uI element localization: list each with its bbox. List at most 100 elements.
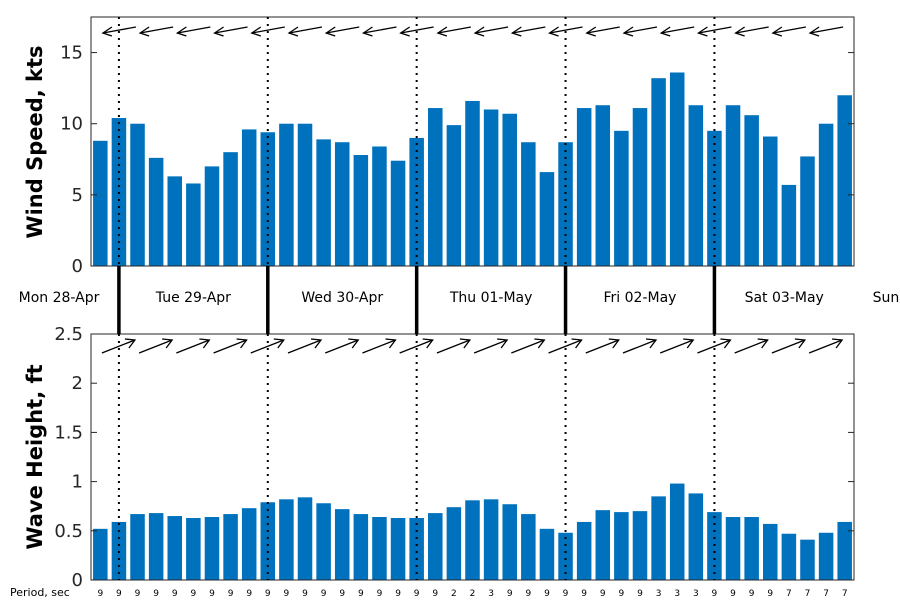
direction-arrow [473,338,509,354]
period-value: 9 [730,589,736,599]
wind-speed-bar [521,142,536,266]
direction-arrow [808,26,844,37]
period-value: 9 [432,589,438,599]
wind-direction-arrows [101,26,844,37]
period-value: 9 [172,589,178,599]
wind-speed-bar [651,78,666,267]
wave-height-bar [744,517,759,580]
period-value: 9 [563,589,569,599]
period-value: 9 [190,589,196,599]
direction-arrow [622,338,658,354]
wave-height-bar [502,504,517,580]
period-value: 3 [674,589,680,599]
wind-speed-bar [297,123,313,267]
wind-speed-bars [93,72,852,267]
direction-arrow [213,338,248,354]
wind-speed-bar [818,123,834,267]
day-label: Sun [873,290,900,306]
period-value: 9 [507,589,513,599]
direction-arrow [659,338,695,354]
period-value: 9 [395,589,401,599]
period-value: 3 [488,589,494,599]
direction-arrow [771,338,807,354]
wind-y-axis-ticks: 0 5 10 15 [60,43,854,277]
wave-height-bar [558,532,573,580]
wave-y-tick-label: 1.5 [54,422,83,443]
period-value: 9 [228,589,234,599]
direction-arrow [548,338,583,354]
wave-height-bar [576,521,592,580]
direction-arrow [808,338,844,354]
wind-speed-bar [223,152,238,266]
period-value: 9 [619,589,625,599]
period-value: 2 [451,589,457,599]
direction-arrow [138,26,174,37]
period-value: 9 [265,589,271,599]
period-value: 9 [116,589,122,599]
wind-speed-bar [763,136,778,266]
wind-y-tick-label: 10 [60,114,83,135]
wave-height-bar [539,528,555,580]
direction-arrow [585,338,620,354]
wind-speed-bar [279,123,294,267]
period-value: 9 [358,589,364,599]
direction-arrow [250,26,285,37]
period-value: 9 [339,589,345,599]
period-axis-label: Period, sec [10,586,70,599]
wind-speed-bar [409,137,424,266]
direction-arrow [659,26,695,37]
wind-speed-bar [800,156,815,266]
wind-speed-panel: 0 5 10 15 Wind Speed, kts [23,16,855,277]
period-value: 7 [842,589,848,599]
wind-speed-bar [93,140,108,266]
direction-arrow [361,26,397,37]
direction-arrow [287,26,323,37]
wave-height-bar [186,518,201,580]
wave-height-bar [297,497,313,580]
wind-speed-bar [390,160,406,266]
wind-speed-bar [576,108,592,266]
wave-height-bar [707,512,722,580]
wind-speed-bar [446,125,462,266]
period-value: 9 [749,589,755,599]
wave-height-bar [372,517,387,580]
wave-height-bar [130,514,145,580]
period-value: 9 [209,589,215,599]
day-separator-lines [117,17,717,580]
period-value: 9 [581,589,587,599]
wave-height-bar [260,502,276,580]
wave-height-bar [800,539,815,580]
wave-height-bar [781,533,797,580]
period-value: 2 [470,589,476,599]
direction-arrow [473,26,509,37]
period-value: 9 [284,589,290,599]
wave-height-bar [446,507,462,580]
wave-height-bar [725,517,741,580]
wave-y-tick-label: 0 [72,570,83,591]
direction-arrow [213,26,248,37]
wave-height-bar [204,517,220,580]
wind-speed-bar [614,130,629,266]
direction-arrow [362,338,397,354]
direction-arrow [176,338,211,354]
wave-height-bar [837,521,852,580]
direction-arrow [287,338,323,354]
wave-height-bar [111,521,127,580]
wave-height-bar [669,483,685,580]
wind-speed-bar [725,105,741,266]
wind-speed-bar [372,146,387,266]
direction-arrow [771,26,806,37]
wave-height-bar [483,499,499,580]
wind-speed-bar [353,155,369,266]
period-value: 7 [786,589,792,599]
wave-y-tick-label: 1 [72,472,83,493]
day-label: Mon 28-Apr [19,290,100,306]
wave-y-tick-label: 2.5 [54,324,83,345]
day-label: Thu 01-May [449,290,533,306]
direction-arrow [324,338,360,354]
wave-height-bar [595,510,611,580]
wind-speed-bar [688,105,704,266]
wave-height-bars [93,483,852,580]
period-value: 9 [377,589,383,599]
